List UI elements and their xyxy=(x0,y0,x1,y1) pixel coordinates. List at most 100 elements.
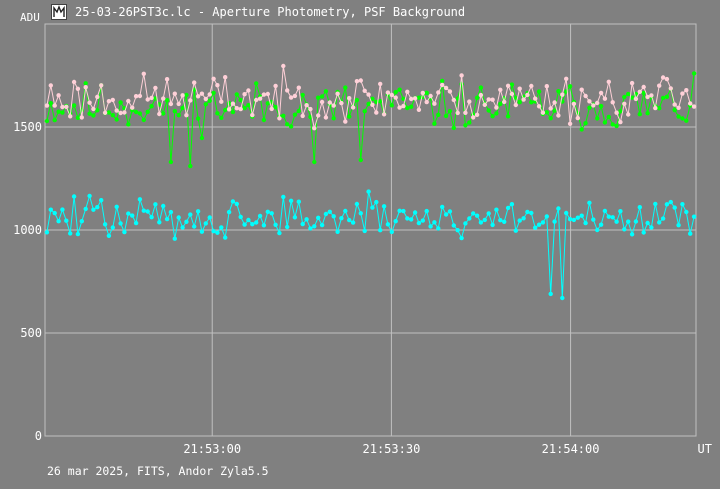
data-point xyxy=(285,122,290,127)
data-point xyxy=(300,113,305,119)
data-point xyxy=(684,118,689,123)
data-point xyxy=(378,228,383,233)
data-point xyxy=(614,123,619,129)
data-point xyxy=(490,222,495,228)
data-point xyxy=(52,210,57,216)
data-point xyxy=(52,117,57,123)
data-point xyxy=(591,103,596,108)
data-point xyxy=(513,102,518,108)
data-point xyxy=(316,215,321,220)
app-icon[interactable] xyxy=(51,4,67,20)
data-point xyxy=(602,120,608,125)
data-point xyxy=(591,217,596,222)
data-point xyxy=(552,108,557,113)
data-point xyxy=(335,91,340,96)
data-point xyxy=(564,210,569,216)
data-point xyxy=(509,82,515,87)
data-point xyxy=(137,93,143,99)
data-point xyxy=(657,220,662,225)
data-point xyxy=(277,230,282,236)
data-point xyxy=(292,215,298,220)
data-point xyxy=(389,92,394,98)
data-point xyxy=(587,105,592,111)
data-point xyxy=(556,206,561,211)
data-point xyxy=(579,87,584,92)
data-point xyxy=(389,103,394,108)
data-point xyxy=(622,227,627,232)
data-point xyxy=(207,98,212,104)
data-point xyxy=(405,216,410,221)
data-point xyxy=(440,204,445,210)
data-point xyxy=(556,89,561,94)
data-point xyxy=(347,114,352,119)
data-point xyxy=(366,101,371,107)
data-point xyxy=(118,100,123,105)
data-point xyxy=(296,199,301,204)
data-point xyxy=(583,93,588,99)
data-point xyxy=(447,109,453,114)
data-point xyxy=(114,108,119,113)
series-1 xyxy=(44,71,697,169)
data-point xyxy=(618,209,623,214)
data-point xyxy=(463,110,468,116)
data-point xyxy=(548,116,553,121)
data-point xyxy=(428,93,433,99)
data-point xyxy=(60,104,65,110)
data-point xyxy=(571,101,577,107)
data-point xyxy=(680,91,685,96)
data-point xyxy=(575,115,580,121)
data-point xyxy=(172,236,177,241)
data-point xyxy=(645,220,650,226)
data-point xyxy=(95,108,100,113)
data-point xyxy=(71,194,77,199)
data-point xyxy=(87,111,92,116)
data-point xyxy=(292,112,298,117)
data-point xyxy=(595,100,600,106)
data-point xyxy=(176,215,181,220)
data-point xyxy=(75,231,81,237)
data-point xyxy=(606,114,611,120)
data-point xyxy=(343,119,348,124)
data-point xyxy=(215,230,220,235)
data-point xyxy=(474,95,480,101)
data-point xyxy=(494,111,499,116)
data-point xyxy=(149,104,154,109)
data-point xyxy=(381,204,387,209)
data-point xyxy=(71,103,77,108)
data-point xyxy=(467,120,472,125)
data-point xyxy=(164,98,170,103)
data-point xyxy=(451,97,456,103)
data-point xyxy=(281,113,286,119)
data-point xyxy=(273,83,278,89)
data-point xyxy=(478,92,484,98)
data-point xyxy=(242,222,247,227)
data-point xyxy=(180,93,185,98)
data-point xyxy=(657,106,662,111)
data-point xyxy=(242,105,247,111)
x-axis-label: UT xyxy=(698,442,712,456)
data-point xyxy=(157,220,162,225)
data-point xyxy=(141,117,146,123)
data-point xyxy=(606,214,611,219)
data-point xyxy=(168,209,174,215)
data-point xyxy=(467,216,472,221)
data-point xyxy=(126,98,131,104)
data-point xyxy=(494,207,499,212)
data-point xyxy=(579,127,584,132)
data-point xyxy=(149,215,154,220)
data-point xyxy=(316,113,321,118)
data-point xyxy=(312,126,317,131)
data-point xyxy=(533,225,538,230)
data-point xyxy=(486,108,491,113)
data-point xyxy=(478,85,484,90)
data-point xyxy=(626,219,631,224)
data-point xyxy=(95,94,100,100)
data-point xyxy=(664,202,670,207)
data-point xyxy=(180,225,185,230)
data-point xyxy=(440,78,445,84)
grid xyxy=(44,23,697,437)
data-point xyxy=(149,95,154,101)
data-point xyxy=(219,225,224,230)
data-point xyxy=(536,104,542,109)
data-point xyxy=(529,83,534,89)
